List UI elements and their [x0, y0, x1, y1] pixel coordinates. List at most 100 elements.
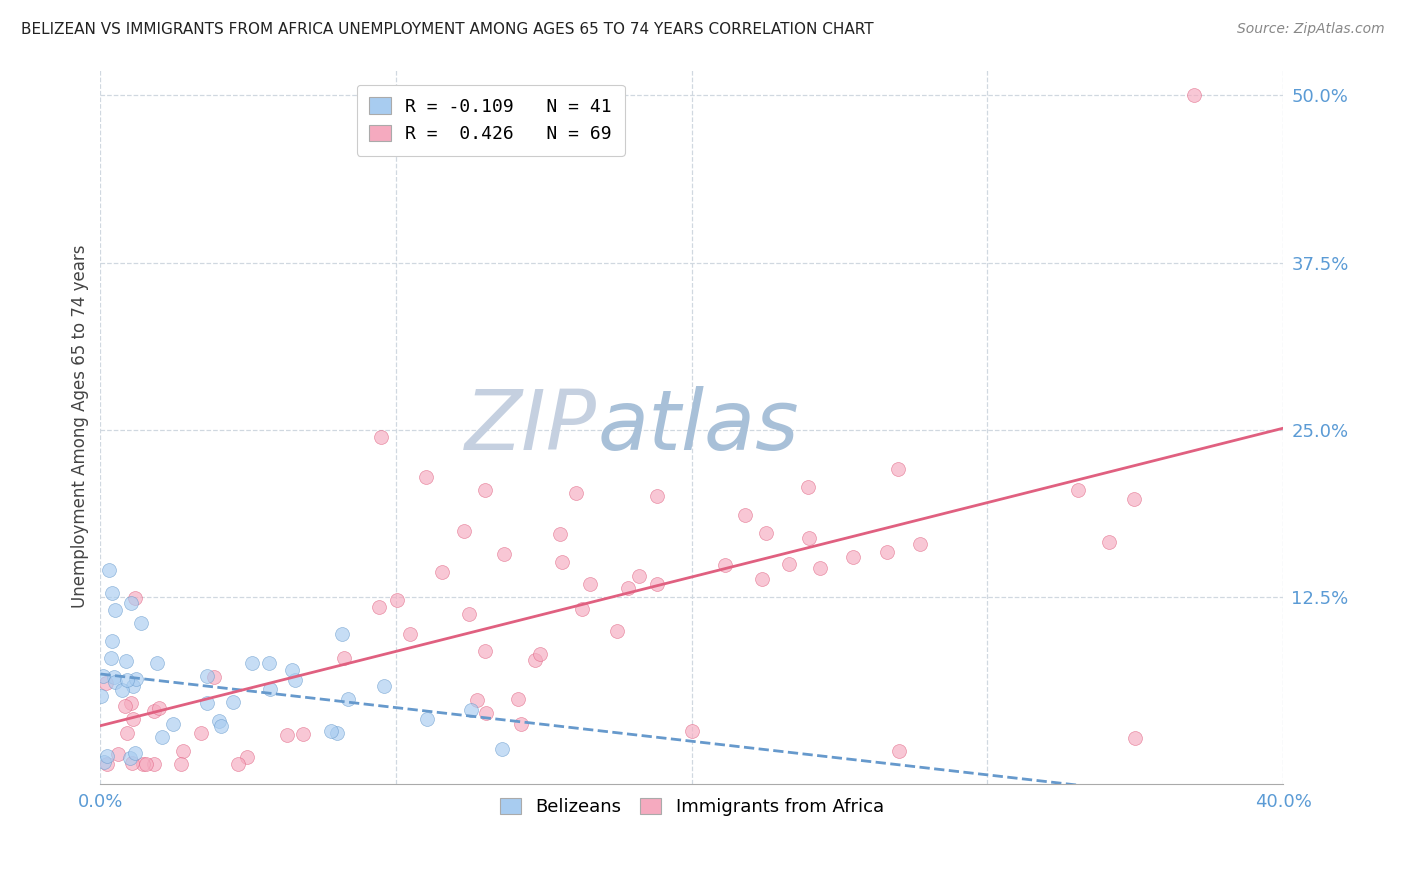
Point — [398, 626, 420, 640]
Y-axis label: Unemployment Among Ages 65 to 74 years: Unemployment Among Ages 65 to 74 years — [72, 244, 89, 608]
Point — [170, 757, 193, 772]
Point — [326, 726, 349, 740]
Point — [276, 728, 298, 742]
Point — [887, 462, 910, 476]
Point — [148, 700, 170, 714]
Point — [494, 547, 516, 561]
Point — [1184, 88, 1206, 103]
Point — [370, 429, 392, 443]
Point — [121, 756, 143, 770]
Point — [111, 683, 134, 698]
Point — [226, 757, 249, 772]
Point — [240, 656, 263, 670]
Point — [430, 565, 453, 579]
Point — [146, 656, 169, 670]
Point — [118, 750, 141, 764]
Point — [202, 670, 225, 684]
Point — [143, 704, 166, 718]
Point — [190, 726, 212, 740]
Point — [887, 744, 910, 758]
Point — [1123, 731, 1146, 745]
Point — [797, 531, 820, 545]
Point — [336, 691, 359, 706]
Text: BELIZEAN VS IMMIGRANTS FROM AFRICA UNEMPLOYMENT AMONG AGES 65 TO 74 YEARS CORREL: BELIZEAN VS IMMIGRANTS FROM AFRICA UNEMP… — [21, 22, 873, 37]
Point — [172, 744, 194, 758]
Point — [385, 593, 408, 607]
Point — [209, 719, 232, 733]
Point — [1067, 483, 1090, 497]
Point — [98, 563, 121, 577]
Point — [208, 714, 231, 729]
Point — [93, 755, 115, 769]
Point — [551, 555, 574, 569]
Point — [467, 693, 489, 707]
Point — [100, 650, 122, 665]
Point — [150, 731, 173, 745]
Point — [93, 669, 115, 683]
Point — [281, 663, 304, 677]
Point — [195, 696, 218, 710]
Point — [453, 524, 475, 538]
Point — [1122, 492, 1144, 507]
Point — [627, 569, 650, 583]
Point — [319, 724, 342, 739]
Point — [96, 748, 118, 763]
Point — [460, 703, 482, 717]
Point — [236, 749, 259, 764]
Point — [474, 644, 496, 658]
Point — [124, 746, 146, 760]
Point — [751, 572, 773, 586]
Point — [129, 616, 152, 631]
Point — [778, 557, 800, 571]
Legend: Belizeans, Immigrants from Africa: Belizeans, Immigrants from Africa — [491, 789, 893, 825]
Point — [107, 747, 129, 761]
Point — [162, 717, 184, 731]
Point — [842, 550, 865, 565]
Point — [458, 607, 481, 622]
Point — [645, 489, 668, 503]
Point — [284, 673, 307, 687]
Point — [491, 741, 513, 756]
Point — [101, 586, 124, 600]
Point — [509, 716, 531, 731]
Point — [808, 561, 831, 575]
Point — [96, 676, 118, 690]
Point — [714, 558, 737, 572]
Point — [617, 581, 640, 595]
Point — [122, 679, 145, 693]
Point — [565, 486, 588, 500]
Point — [1098, 535, 1121, 549]
Point — [797, 480, 820, 494]
Point — [606, 624, 628, 638]
Point — [104, 603, 127, 617]
Point — [90, 689, 112, 703]
Point — [101, 634, 124, 648]
Point — [120, 697, 142, 711]
Point — [132, 757, 155, 772]
Point — [373, 679, 395, 693]
Point — [124, 591, 146, 606]
Point — [96, 757, 118, 772]
Point — [259, 681, 281, 696]
Point — [908, 537, 931, 551]
Point — [579, 576, 602, 591]
Point — [647, 576, 669, 591]
Point — [332, 651, 354, 665]
Text: atlas: atlas — [598, 386, 799, 467]
Point — [415, 469, 437, 483]
Point — [571, 601, 593, 615]
Point — [103, 669, 125, 683]
Point — [114, 698, 136, 713]
Point — [548, 527, 571, 541]
Point — [475, 706, 498, 721]
Point — [115, 654, 138, 668]
Point — [330, 627, 353, 641]
Point — [529, 647, 551, 661]
Point — [122, 712, 145, 726]
Point — [681, 723, 703, 738]
Point — [415, 712, 437, 726]
Point — [222, 695, 245, 709]
Point — [474, 483, 496, 497]
Point — [120, 596, 142, 610]
Point — [117, 726, 139, 740]
